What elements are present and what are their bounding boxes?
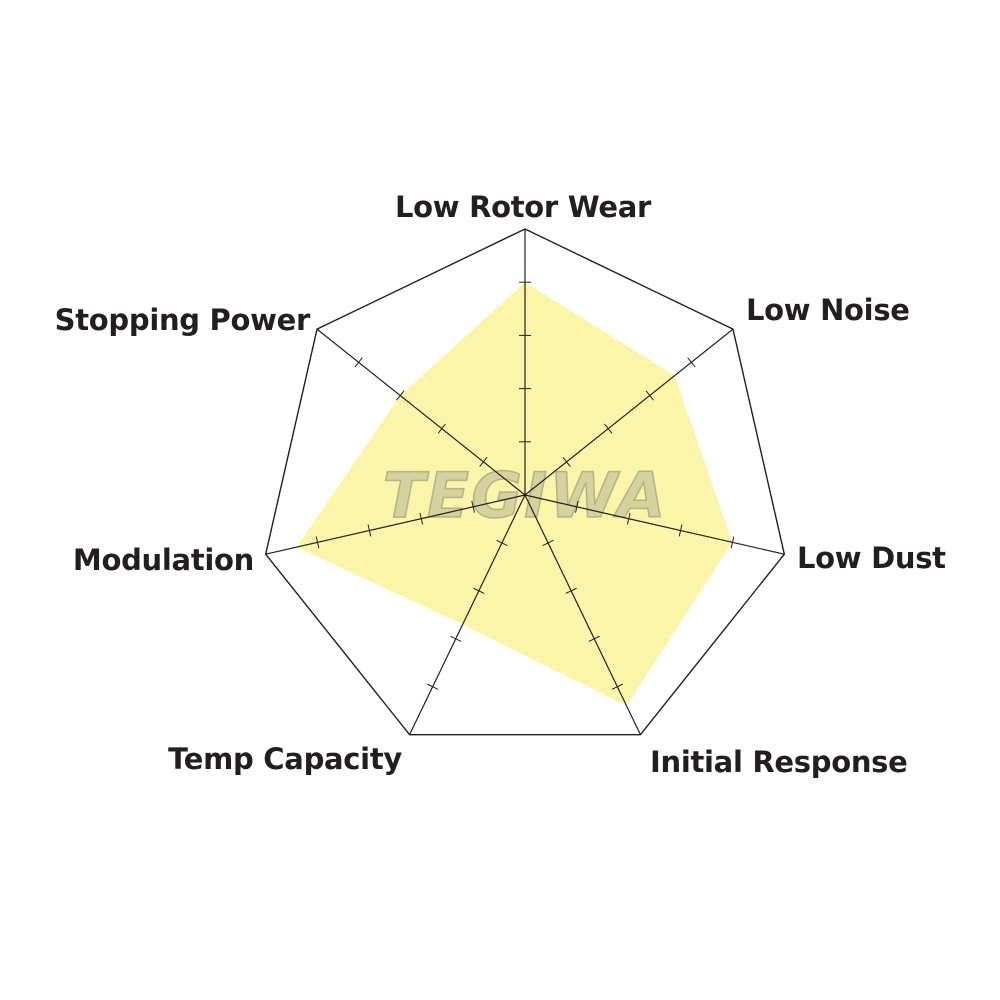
axis-label-low-noise: Low Noise — [746, 293, 910, 327]
axis-line — [524, 328, 734, 496]
axis-tick — [450, 635, 462, 642]
axis-line — [265, 494, 526, 555]
axis-tick — [575, 500, 579, 513]
axis-tick — [730, 536, 735, 549]
axis-tick — [565, 587, 577, 594]
axis-tick — [542, 539, 554, 546]
axis-tick — [367, 524, 372, 537]
axis-label-low-dust: Low Dust — [797, 541, 946, 575]
axis-label-low-rotor-wear: Low Rotor Wear — [394, 190, 652, 224]
axis-tick — [471, 500, 475, 513]
axis-tick — [427, 683, 439, 690]
axis-tick — [645, 390, 654, 401]
axis-label-temp-capacity: Temp Capacity — [168, 742, 402, 776]
data-area — [296, 282, 733, 706]
axis-tick — [496, 539, 508, 546]
axis-label-stopping-power: Stopping Power — [54, 303, 311, 337]
axis-tick — [687, 357, 696, 368]
outer-ring — [264, 228, 786, 736]
axis-line — [524, 494, 641, 735]
axis-tick — [354, 357, 363, 368]
axis-tick — [315, 536, 320, 549]
axis-tick — [678, 524, 683, 537]
axis-line — [409, 494, 526, 735]
axis-tick — [588, 635, 600, 642]
axis-label-modulation: Modulation — [72, 543, 254, 577]
axis-tick — [419, 512, 424, 525]
axis-tick — [479, 456, 488, 467]
axis-line — [316, 328, 526, 496]
axis-tick — [562, 456, 571, 467]
axis-label-initial-response: Initial Response — [650, 745, 908, 779]
axis-tick — [473, 587, 485, 594]
axis-line — [524, 494, 785, 555]
axis-tick — [396, 390, 405, 401]
axis-tick — [604, 423, 613, 434]
axis-tick — [611, 683, 623, 690]
axis-tick — [626, 512, 631, 525]
axis-tick — [437, 423, 446, 434]
